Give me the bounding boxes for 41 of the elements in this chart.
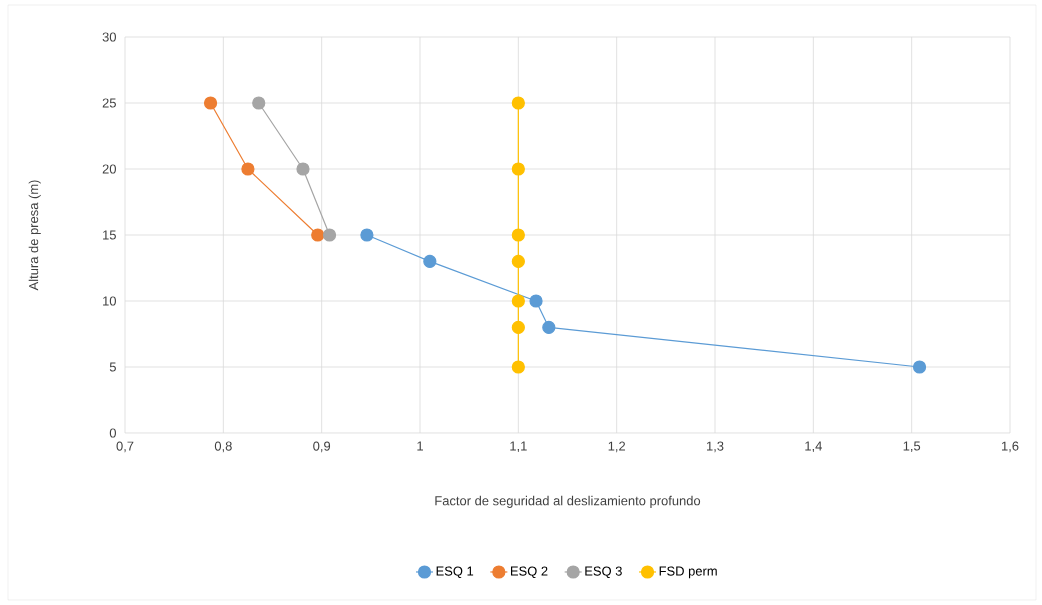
x-tick-label: 1,4 bbox=[805, 441, 822, 453]
y-tick-label: 15 bbox=[103, 230, 116, 240]
point bbox=[322, 228, 337, 242]
point bbox=[511, 360, 525, 374]
y-tick-label: 5 bbox=[109, 362, 116, 372]
point bbox=[542, 320, 556, 334]
y-tick-label: 20 bbox=[102, 164, 116, 174]
x-tick-label: 0,8 bbox=[214, 441, 232, 453]
point bbox=[511, 96, 525, 110]
point bbox=[912, 360, 927, 374]
x-tick-label: 0,9 bbox=[313, 441, 331, 453]
point bbox=[296, 162, 310, 176]
point bbox=[241, 162, 255, 176]
y-tick-label: 30 bbox=[102, 32, 116, 42]
point bbox=[360, 228, 374, 242]
legend-label: ESQ 1 bbox=[436, 566, 474, 578]
legend-label: ESQ 2 bbox=[511, 566, 548, 578]
legend-label: ESQ 3 bbox=[585, 566, 622, 578]
x-tick-label: 1,2 bbox=[608, 441, 626, 453]
x-tick-label: 1,1 bbox=[510, 441, 527, 453]
point bbox=[511, 320, 525, 334]
point bbox=[311, 228, 325, 242]
y-tick-label: 0 bbox=[109, 428, 116, 438]
x-tick-label: 1,5 bbox=[903, 441, 921, 453]
point bbox=[511, 228, 525, 242]
point bbox=[529, 294, 543, 308]
point bbox=[511, 254, 525, 268]
y-tick-label: 25 bbox=[102, 98, 116, 108]
point bbox=[423, 254, 437, 268]
x-tick-label: 1,3 bbox=[706, 441, 724, 453]
x-tick-label: 1 bbox=[417, 441, 423, 451]
point bbox=[511, 162, 525, 176]
point bbox=[252, 96, 266, 110]
legend-label: FSD perm bbox=[659, 566, 717, 579]
point bbox=[511, 294, 525, 308]
x-axis-title: Factor de seguridad al deslizamiento profundo bbox=[435, 495, 701, 508]
y-axis-title: Altura de presa (m) bbox=[28, 180, 41, 291]
x-tick-label: 0,7 bbox=[116, 441, 134, 453]
y-tick-label: 10 bbox=[103, 296, 116, 306]
point bbox=[203, 96, 218, 110]
x-tick-label: 1,6 bbox=[1001, 441, 1019, 453]
